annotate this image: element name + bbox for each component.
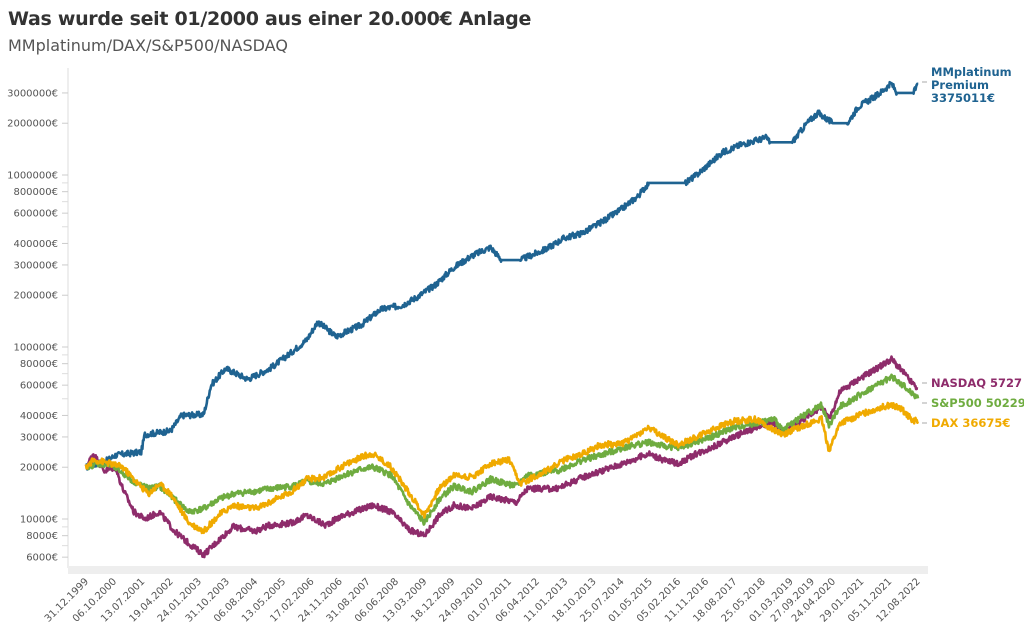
chart-subtitle: MMplatinum/DAX/S&P500/NASDAQ [8,36,288,55]
series-end-label: MMplatinum [931,65,1012,79]
y-tick-label: 800000€ [13,187,58,198]
series-end-label: NASDAQ 5727 [931,376,1022,390]
series-end-label: DAX 36675€ [931,416,1010,430]
series-end-label: S&P500 50229 [931,396,1024,410]
y-tick-label: 80000€ [20,359,58,370]
y-tick-label: 60000€ [20,381,58,392]
y-tick-label: 600000€ [13,209,58,220]
y-tick-label: 6000€ [26,553,58,564]
series-line-s-p500 [84,373,920,526]
y-tick-label: 300000€ [13,260,58,271]
y-tick-label: 8000€ [26,531,58,542]
series-end-label: 3375011€ [931,91,995,105]
y-tick-label: 1000000€ [7,171,58,182]
y-tick-label: 20000€ [20,463,58,474]
y-tick-label: 30000€ [20,432,58,443]
series-line-dax [84,401,920,535]
y-tick-label: 2000000€ [7,119,58,130]
series-line-mmplatinum-premium [85,80,919,471]
y-tick-label: 200000€ [13,291,58,302]
y-tick-label: 40000€ [20,411,58,422]
y-tick-label: 100000€ [13,343,58,354]
y-tick-label: 3000000€ [7,88,58,99]
chart-title: Was wurde seit 01/2000 aus einer 20.000€… [8,8,532,30]
y-tick-label: 10000€ [20,515,58,526]
axes: 6000€ 8000€ 10000€ 20000€ 30000€ 40000€ 60000€… [7,68,928,625]
x-axis-band [68,566,928,574]
series-end-label: Premium [931,78,989,92]
series-lines [84,80,920,559]
y-tick-label: 400000€ [13,239,58,250]
